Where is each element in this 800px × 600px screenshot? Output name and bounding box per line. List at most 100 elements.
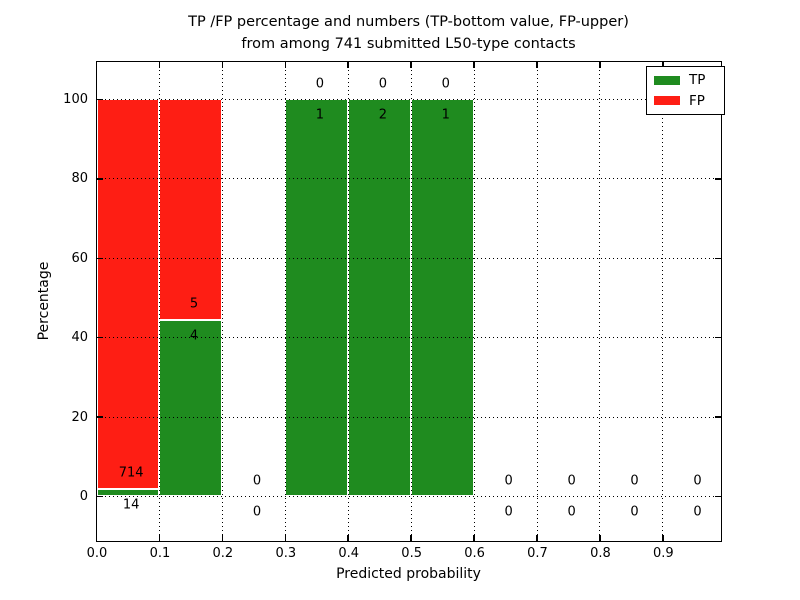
- gridline-x-0.9: [662, 61, 664, 540]
- gridline-y-100: [96, 98, 720, 100]
- y-tickmark-right: [714, 178, 721, 180]
- gridline-y-20: [96, 416, 720, 418]
- gridline-x-0.7: [536, 61, 538, 540]
- x-tickmark-bottom: [662, 534, 664, 541]
- x-tick-label-0.6: 0.6: [464, 546, 485, 561]
- x-tickmark-top: [410, 61, 412, 68]
- tp-color-swatch: [654, 75, 680, 85]
- tp-count-label: 4: [189, 328, 199, 344]
- fp-count-label: 0: [315, 76, 325, 92]
- x-tickmark-bottom: [473, 534, 475, 541]
- x-tickmark-bottom: [599, 534, 601, 541]
- y-tick-label-80: 80: [71, 171, 88, 187]
- x-tickmark-top: [221, 61, 224, 68]
- tp-count-label: 0: [630, 504, 639, 520]
- y-tickmark-right: [714, 416, 721, 418]
- y-tickmark-left: [96, 416, 103, 418]
- x-tickmark-top: [95, 61, 98, 68]
- x-tickmark-top: [284, 61, 287, 68]
- x-tick-label-0.8: 0.8: [590, 546, 611, 561]
- y-tick-label-20: 20: [71, 409, 88, 425]
- gridline-x-0.1: [158, 61, 160, 540]
- y-tickmark-right: [714, 495, 721, 498]
- y-tick-label-0: 0: [79, 489, 88, 504]
- x-tickmark-top: [347, 61, 349, 68]
- y-tick-label-60: 60: [71, 250, 88, 266]
- tp-count-label: 14: [122, 497, 140, 513]
- x-tickmark-bottom: [410, 534, 412, 541]
- bar-tp-0.3-0.4: [285, 99, 349, 497]
- x-tickmark-bottom: [221, 534, 224, 541]
- x-tick-label-0.2: 0.2: [212, 546, 234, 561]
- x-tickmark-bottom: [347, 534, 349, 541]
- gridline-x-0.2: [221, 61, 223, 540]
- x-tick-label-0.3: 0.3: [275, 546, 297, 561]
- fp-count-label: 0: [252, 473, 262, 489]
- fp-count-label: 0: [693, 473, 702, 489]
- fp-count-label: 5: [189, 296, 199, 312]
- bar-tp-0.4-0.5: [348, 99, 412, 497]
- fp-color-swatch: [654, 96, 680, 106]
- x-tick-label-0.9: 0.9: [653, 546, 674, 561]
- fp-count-label: 0: [441, 76, 450, 92]
- gridline-y-40: [96, 337, 720, 339]
- fp-count-label: 0: [630, 473, 639, 489]
- tp-count-label: 1: [315, 107, 325, 123]
- legend-label-fp: FP: [689, 92, 705, 109]
- bar-tp-0.1-0.2: [159, 320, 223, 497]
- gridline-y-60: [96, 257, 720, 259]
- x-tickmark-top: [599, 61, 601, 68]
- x-tickmark-bottom: [536, 534, 538, 541]
- x-tickmark-top: [158, 61, 161, 68]
- x-tickmark-top: [536, 61, 538, 68]
- x-tickmark-top: [662, 61, 664, 68]
- tp-count-label: 0: [567, 504, 576, 520]
- x-tick-label-0.4: 0.4: [338, 546, 360, 561]
- y-tickmark-right: [714, 336, 721, 339]
- x-tick-label-0.1: 0.1: [149, 546, 171, 561]
- x-tick-label-0.0: 0.0: [86, 546, 108, 561]
- y-tick-label-40: 40: [71, 330, 88, 346]
- gridline-x-0.3: [284, 61, 286, 540]
- chart-title-line1: TP /FP percentage and numbers (TP-bottom…: [188, 14, 629, 30]
- fp-count-label: 0: [504, 473, 513, 489]
- gridline-y-0: [96, 496, 720, 497]
- plot-area: 714 14 5 4 0 0 0 1 0 2 0 1 0 0 0 0 0 0 0 0: [95, 60, 722, 542]
- legend: TP FP: [646, 66, 725, 115]
- x-tickmark-bottom: [95, 534, 98, 541]
- legend-label-tp: TP: [689, 72, 706, 89]
- fp-count-label: 0: [378, 76, 387, 92]
- gridline-x-0.4: [347, 61, 349, 540]
- y-tickmark-right: [714, 257, 721, 260]
- y-tickmark-left: [96, 495, 103, 498]
- x-tick-label-0.7: 0.7: [527, 546, 548, 561]
- tp-count-label: 0: [693, 504, 702, 520]
- y-tickmark-left: [96, 257, 103, 260]
- tp-count-label: 1: [441, 107, 450, 123]
- tp-count-label: 0: [504, 504, 513, 520]
- legend-item-fp: FP: [654, 94, 724, 108]
- legend-item-tp: TP: [654, 73, 724, 87]
- x-tickmark-top: [473, 61, 475, 68]
- chart-title-line2: from among 741 submitted L50-type contac…: [241, 36, 576, 52]
- x-tickmark-bottom: [158, 534, 161, 541]
- gridline-x-0.8: [599, 61, 601, 540]
- y-tickmark-left: [96, 98, 103, 101]
- bar-fp-0.1-0.2: [159, 99, 223, 321]
- y-tick-label-100: 100: [63, 91, 88, 107]
- y-axis-label: Percentage: [36, 261, 52, 341]
- gridline-y-80: [96, 178, 720, 180]
- bar-fp-0-0.1: [96, 99, 160, 489]
- y-tickmark-left: [96, 336, 103, 339]
- fp-count-label: 714: [118, 465, 144, 481]
- x-tick-label-0.5: 0.5: [401, 546, 422, 561]
- tp-count-label: 2: [378, 107, 387, 123]
- fp-count-label: 0: [567, 473, 576, 489]
- x-tickmark-bottom: [284, 534, 287, 541]
- tp-count-label: 0: [252, 504, 262, 520]
- x-axis-label: Predicted probability: [336, 566, 481, 582]
- bar-tp-0.5-0.6: [411, 99, 475, 497]
- gridline-x-0.5: [410, 61, 412, 540]
- gridline-x-0.6: [473, 61, 475, 540]
